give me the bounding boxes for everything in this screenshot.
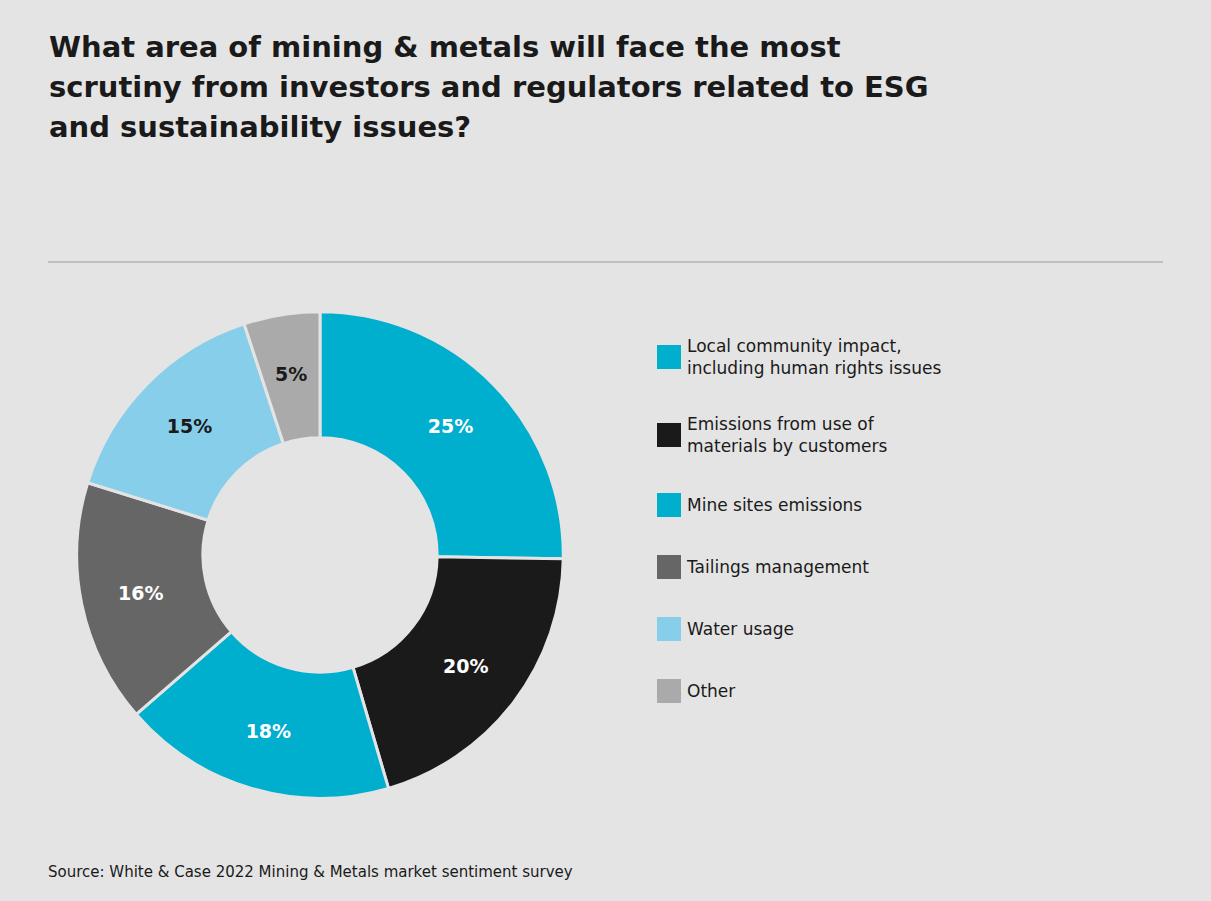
svg-text:Source: White & Case 2022 Mini: Source: White & Case 2022 Mining & Metal… [48,863,573,881]
svg-text:materials by customers: materials by customers [687,436,888,456]
svg-text:15%: 15% [167,415,212,437]
svg-text:25%: 25% [428,415,473,437]
svg-text:18%: 18% [246,720,291,742]
svg-text:including human rights issues: including human rights issues [687,358,941,378]
svg-text:5%: 5% [275,363,307,385]
svg-text:and sustainability issues?: and sustainability issues? [49,110,471,144]
svg-text:scrutiny from investors and re: scrutiny from investors and regulators r… [49,70,929,104]
svg-text:20%: 20% [443,655,488,677]
svg-text:What area of mining & metals w: What area of mining & metals will face t… [49,30,841,64]
svg-text:16%: 16% [118,582,163,604]
svg-text:Local community impact,: Local community impact, [687,336,902,356]
svg-text:Other: Other [687,681,735,701]
svg-text:Mine sites emissions: Mine sites emissions [687,495,862,515]
svg-text:Tailings management: Tailings management [686,557,869,577]
svg-text:Emissions from use of: Emissions from use of [687,414,875,434]
svg-text:Water usage: Water usage [687,619,794,639]
